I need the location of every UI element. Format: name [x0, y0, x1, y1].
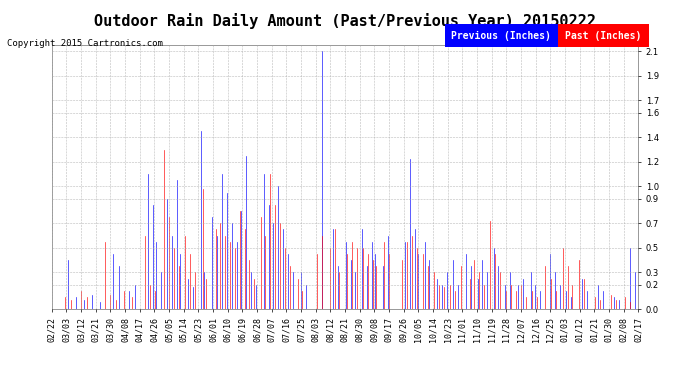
Text: Past (Inches): Past (Inches) — [565, 31, 642, 40]
Text: Outdoor Rain Daily Amount (Past/Previous Year) 20150222: Outdoor Rain Daily Amount (Past/Previous… — [94, 13, 596, 29]
Text: Previous (Inches): Previous (Inches) — [451, 31, 551, 40]
Text: Copyright 2015 Cartronics.com: Copyright 2015 Cartronics.com — [7, 39, 163, 48]
